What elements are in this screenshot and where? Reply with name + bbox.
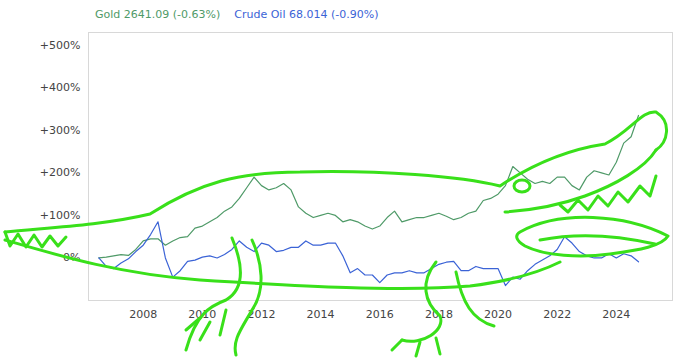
- svg-text:2012: 2012: [247, 308, 275, 321]
- svg-text:+500%: +500%: [40, 39, 81, 52]
- svg-text:2010: 2010: [188, 308, 216, 321]
- svg-text:0%: 0%: [63, 251, 80, 264]
- svg-text:2008: 2008: [129, 308, 157, 321]
- html-text:Gold 2641.09 (-0.63%): Gold 2641.09 (-0.63%): [95, 7, 221, 21]
- svg-text:2016: 2016: [366, 308, 394, 321]
- svg-text:2020: 2020: [484, 308, 512, 321]
- svg-text:+300%: +300%: [40, 124, 81, 137]
- svg-text:+400%: +400%: [40, 81, 81, 94]
- svg-text:2022: 2022: [543, 308, 571, 321]
- html-text:Crude Oil 68.014 (-0.90%): Crude Oil 68.014 (-0.90%): [234, 7, 379, 21]
- svg-text:+100%: +100%: [40, 209, 81, 222]
- svg-text:2018: 2018: [425, 308, 453, 321]
- svg-text:2024: 2024: [602, 308, 630, 321]
- svg-text:+200%: +200%: [40, 166, 81, 179]
- svg-text:2014: 2014: [307, 308, 335, 321]
